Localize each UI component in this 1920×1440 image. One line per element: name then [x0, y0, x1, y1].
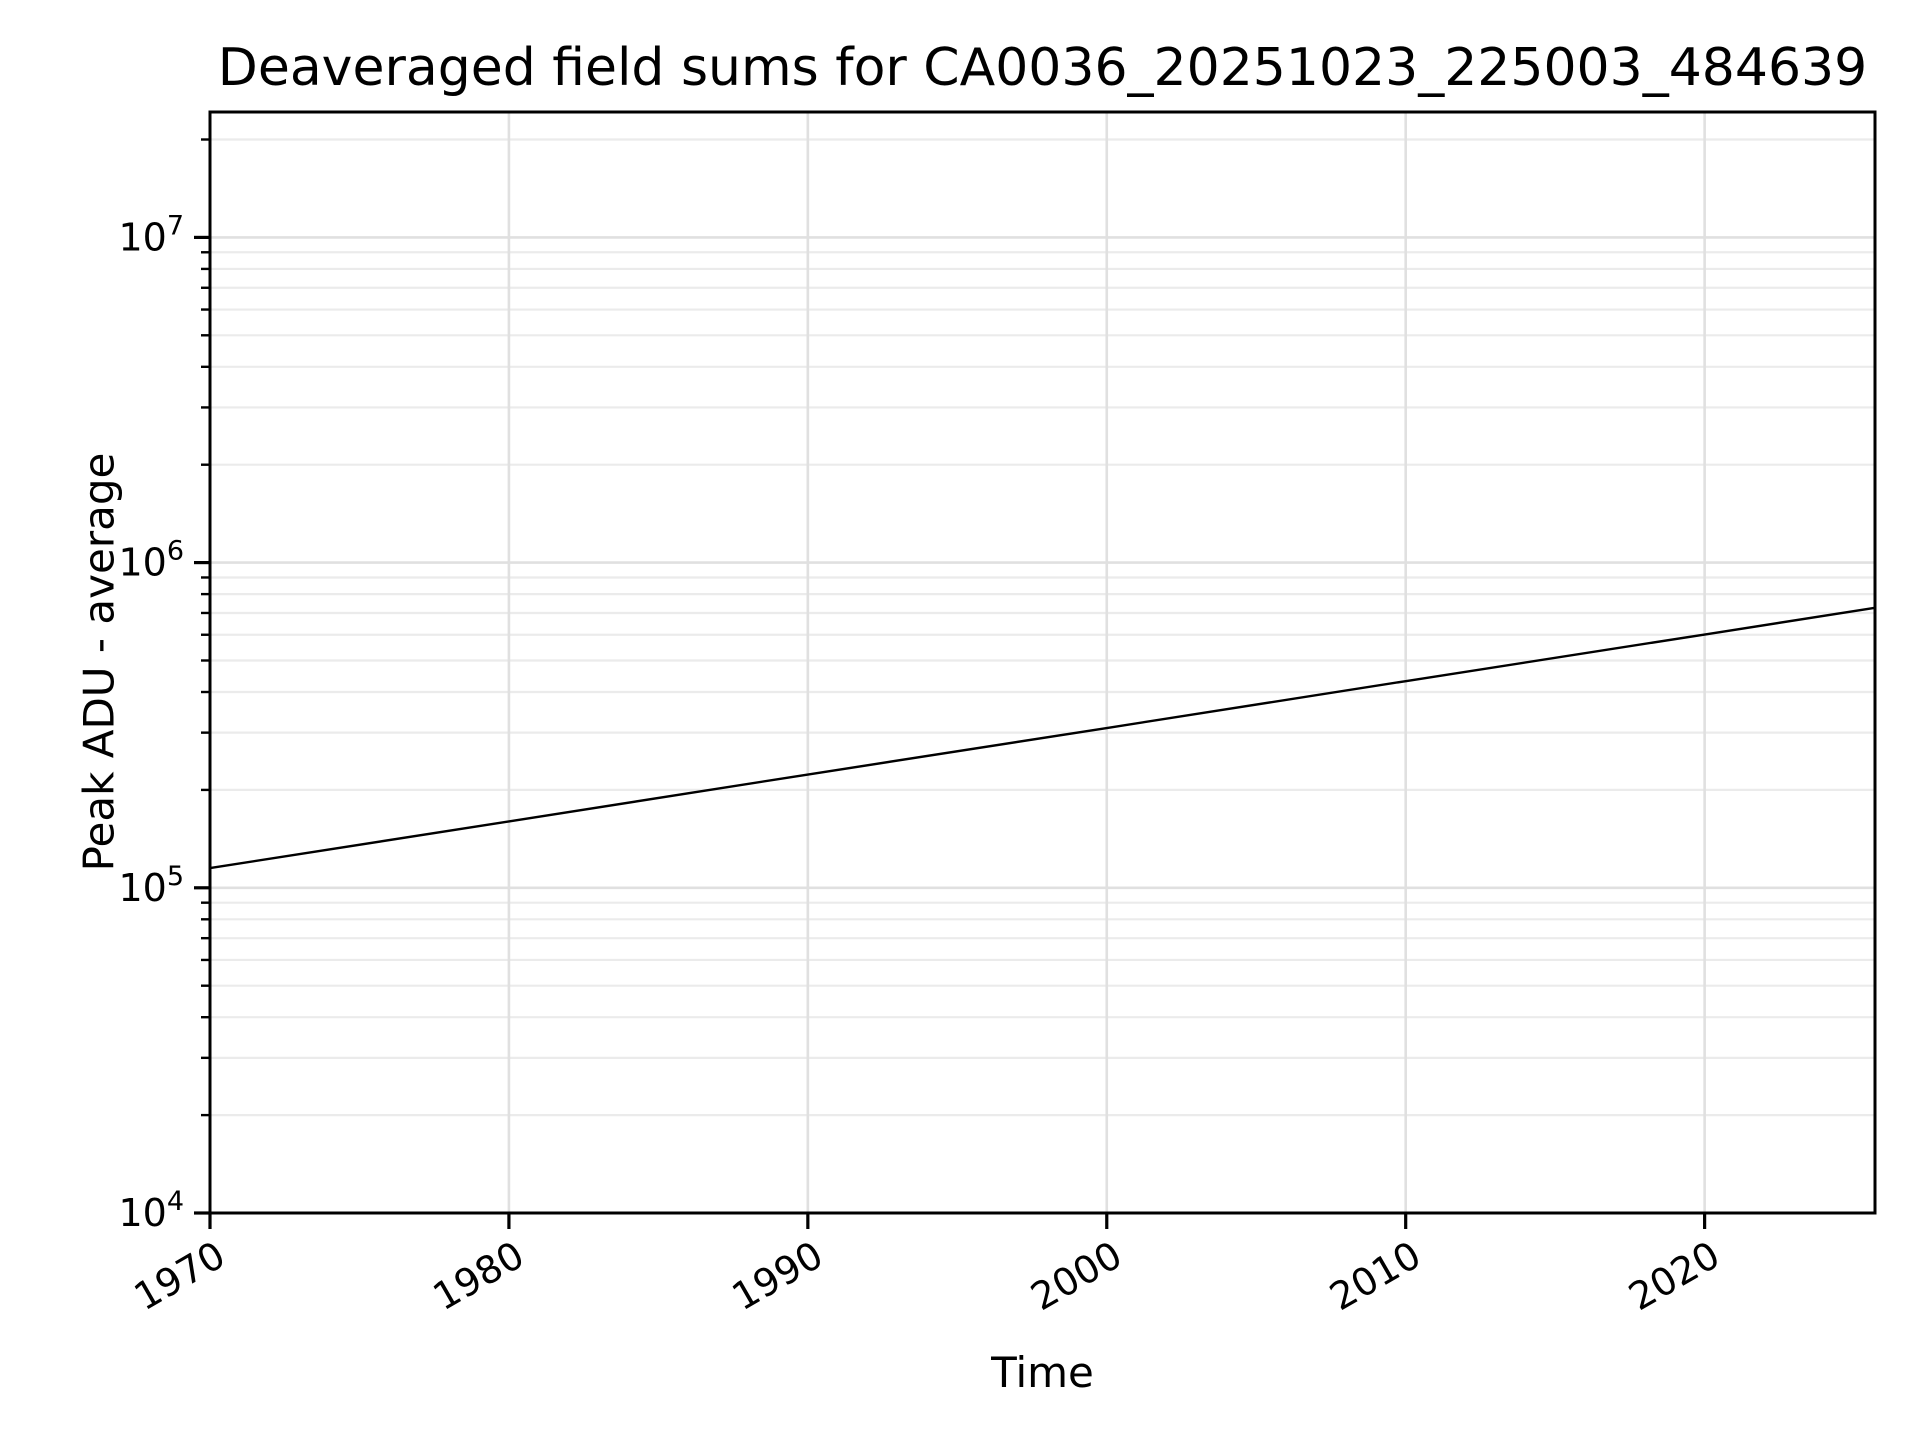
plot-border [208, 110, 1877, 1215]
y-tick-labels: 104 105 106 107 [118, 210, 184, 1235]
y-tick-label: 105 [118, 861, 184, 910]
x-tick-labels: 1970 1980 1990 2000 2010 2020 [127, 1233, 1727, 1319]
y-tick-label: 104 [118, 1186, 184, 1235]
x-tick-label: 2010 [1322, 1233, 1428, 1319]
x-tick-label: 1970 [127, 1233, 233, 1319]
x-ticks [208, 1213, 1707, 1229]
chart-title: Deaveraged field sums for CA0036_2025102… [217, 38, 1868, 98]
x-gridlines [208, 112, 1706, 1213]
x-tick-label: 2020 [1621, 1233, 1727, 1319]
y-tick-label: 106 [118, 536, 184, 585]
y-tick-label: 107 [118, 210, 184, 259]
x-tick-label: 2000 [1024, 1233, 1130, 1319]
y-major-gridlines [210, 236, 1875, 1215]
x-tick-label: 1990 [725, 1233, 831, 1319]
x-tick-label: 1980 [426, 1233, 532, 1319]
y-minor-gridlines [210, 138, 1875, 1117]
x-axis-label: Time [991, 1348, 1094, 1397]
y-major-ticks [194, 235, 210, 1215]
data-series [209, 606, 1876, 870]
series-line-deaveraged-field-sum [209, 606, 1876, 870]
